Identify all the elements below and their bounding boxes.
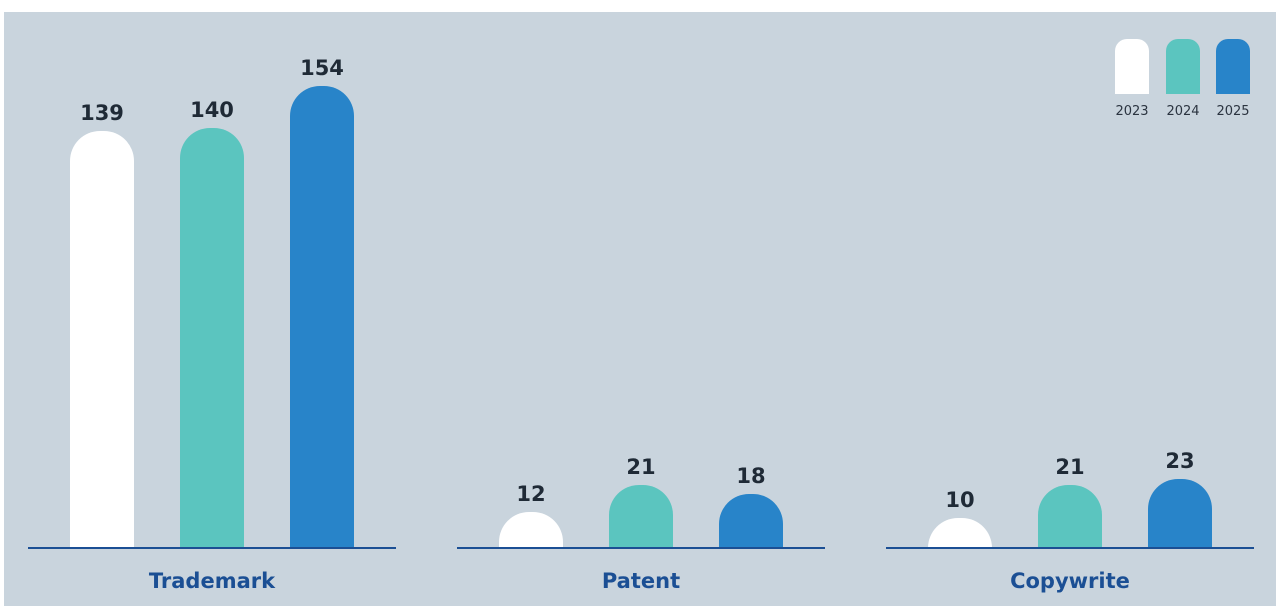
legend-swatch-2024 [1166, 39, 1200, 94]
legend-label-2024: 2024 [1166, 104, 1199, 119]
bar-trademark-2024 [180, 128, 244, 548]
bar-trademark-2025 [290, 86, 354, 548]
group-patent: 12 21 18 Patent [457, 455, 825, 593]
group-copywrite: 10 21 23 Copywrite [886, 449, 1254, 593]
chart-panel: 139 140 154 Trademark 12 21 18 Patent 10 21 23 Copy… [4, 12, 1276, 606]
grouped-bar-chart: 139 140 154 Trademark 12 21 18 Patent 10 21 23 Copy… [28, 39, 1254, 593]
legend-label-2023: 2023 [1115, 104, 1148, 119]
bar-patent-2024 [609, 485, 673, 548]
legend-swatch-2025 [1216, 39, 1250, 94]
bar-groups: 139 140 154 Trademark 12 21 18 Patent 10 21 23 Copy… [28, 56, 1254, 593]
value-label-trademark-2024: 140 [190, 98, 234, 122]
value-label-trademark-2025: 154 [300, 56, 344, 80]
legend: 2023 2024 2025 [1115, 39, 1250, 119]
value-label-patent-2024: 21 [626, 455, 655, 479]
bar-copywrite-2024 [1038, 485, 1102, 548]
value-label-copywrite-2025: 23 [1165, 449, 1194, 473]
category-label-patent: Patent [602, 569, 680, 593]
category-label-trademark: Trademark [149, 569, 276, 593]
baseline-patent [457, 547, 825, 549]
bar-patent-2023 [499, 512, 563, 548]
value-label-copywrite-2023: 10 [945, 488, 974, 512]
group-trademark: 139 140 154 Trademark [28, 56, 396, 593]
value-label-patent-2025: 18 [736, 464, 765, 488]
bar-patent-2025 [719, 494, 783, 548]
value-label-trademark-2023: 139 [80, 101, 124, 125]
bar-trademark-2023 [70, 131, 134, 548]
value-label-patent-2023: 12 [516, 482, 545, 506]
value-label-copywrite-2024: 21 [1055, 455, 1084, 479]
baseline-trademark [28, 547, 396, 549]
bar-copywrite-2025 [1148, 479, 1212, 548]
category-label-copywrite: Copywrite [1010, 569, 1130, 593]
bar-copywrite-2023 [928, 518, 992, 548]
baseline-copywrite [886, 547, 1254, 549]
legend-swatch-2023 [1115, 39, 1149, 94]
legend-label-2025: 2025 [1216, 104, 1249, 119]
